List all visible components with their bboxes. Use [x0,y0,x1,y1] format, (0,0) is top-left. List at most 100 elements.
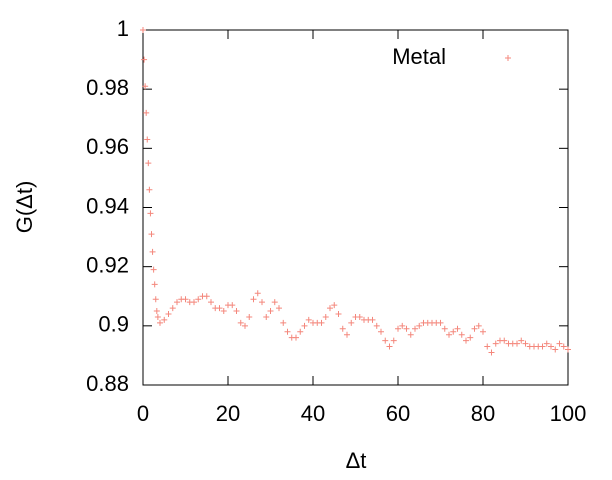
point [441,325,448,332]
point [565,346,571,353]
point [263,313,270,320]
point [369,316,376,323]
point [318,319,325,326]
point [331,302,338,309]
y-tick-label: 0.98 [86,75,129,100]
point [560,343,567,350]
point [305,316,312,323]
point [143,109,150,116]
point [548,343,554,350]
point [322,313,329,320]
point [378,328,384,335]
x-tick-label: 0 [137,401,149,426]
point [467,334,474,341]
point [373,322,380,329]
point [335,311,342,317]
point [556,340,563,347]
y-tick-label: 0.92 [86,252,129,277]
point [174,299,180,306]
point [407,331,414,338]
point [488,349,495,356]
y-tick-label: 0.96 [86,134,129,159]
point [344,331,350,338]
point [454,325,461,332]
point [191,299,197,306]
point [144,136,151,143]
y-tick-label: 0.94 [86,193,129,218]
point [348,319,355,326]
point [148,231,155,238]
x-tick-label: 80 [471,401,495,426]
x-axis-label: Δt [346,448,367,473]
x-tick-label: 100 [550,401,587,426]
point [522,340,529,347]
point [242,322,248,329]
point [382,337,389,344]
y-tick-label: 0.9 [98,312,129,337]
point [518,337,525,344]
point [165,311,172,317]
point [297,328,304,335]
point [140,27,146,33]
point [195,296,202,303]
point [484,343,491,350]
x-tick-label: 40 [301,401,325,426]
point [280,319,287,326]
point [458,331,465,338]
point [229,302,236,309]
point [552,346,559,353]
point [153,308,160,315]
point [301,322,308,329]
point [216,305,223,312]
point [284,328,291,335]
point [142,83,149,90]
plot-frame [142,29,569,386]
point [246,313,253,320]
point [182,296,189,303]
point [233,308,240,315]
y-tick-label: 0.88 [86,371,129,396]
legend-label: Metal [392,44,446,69]
point [152,296,159,303]
point [267,308,274,315]
point [161,316,168,323]
point [276,305,282,312]
point [475,322,482,329]
point [480,328,486,335]
point [146,186,153,193]
point [395,325,401,332]
point [220,308,227,315]
point [154,313,161,320]
point [390,337,397,344]
legend-marker [505,55,511,61]
point [157,319,163,326]
point [416,322,423,329]
y-axis-label: G(Δt) [12,181,37,234]
point [399,322,406,329]
point [169,305,176,312]
point [412,325,418,332]
x-tick-label: 60 [386,401,410,426]
point [147,210,154,217]
point [450,328,457,335]
point [539,343,546,350]
point [501,337,508,344]
point [293,334,299,341]
point [250,296,257,303]
point [208,299,214,306]
point [151,281,158,288]
point [327,305,333,312]
point [339,325,346,332]
point [271,299,278,306]
point [386,343,393,350]
point [492,340,499,347]
point [145,160,152,167]
point [463,337,469,344]
point [403,325,410,332]
point [471,325,478,332]
point [237,319,244,326]
point [149,248,156,255]
point [356,313,363,320]
point [141,56,148,63]
